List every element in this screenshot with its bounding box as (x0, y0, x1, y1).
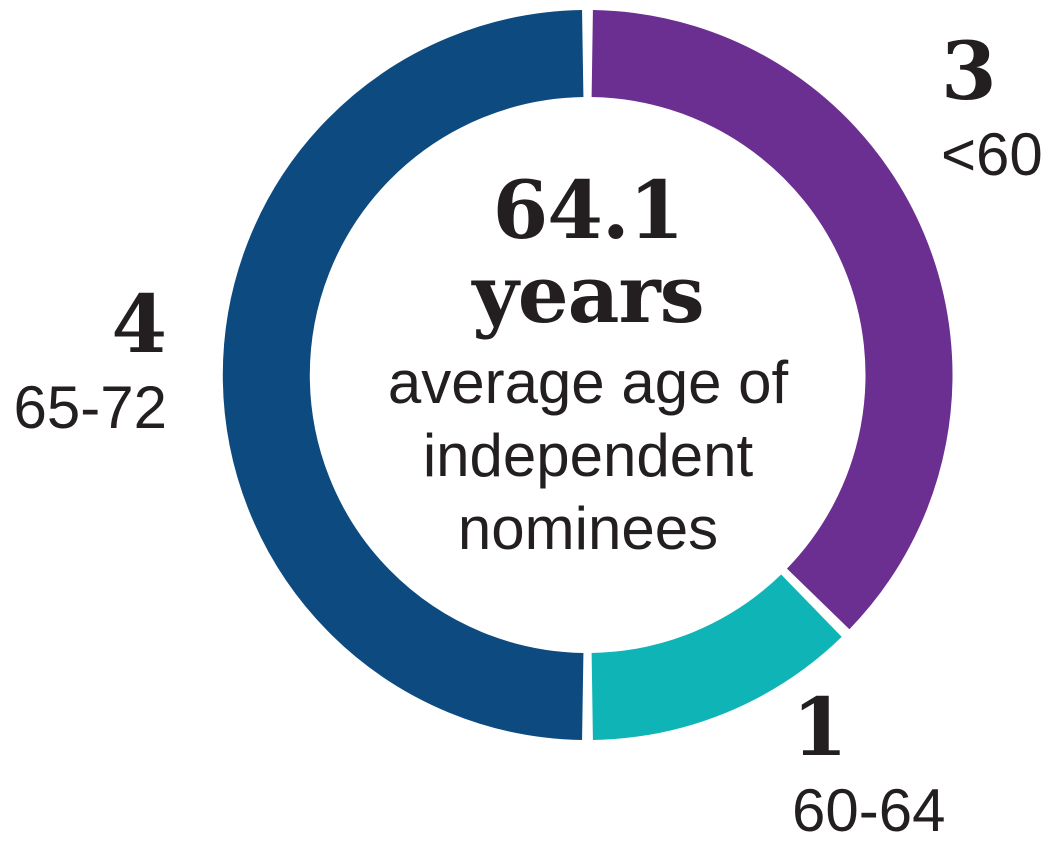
segment-label-under-60: 3 <60 (941, 30, 1043, 186)
segment-count-65-72: 4 (111, 277, 167, 371)
segment-label-65-72: 4 65-72 (14, 283, 167, 439)
caption-line-2: independent (422, 422, 754, 489)
caption-line-1: average age of (387, 349, 789, 416)
average-age-unit: years (472, 247, 704, 341)
donut-segment-1 (590, 573, 842, 740)
segment-range-65-72: 65-72 (13, 374, 167, 441)
segment-count-under-60: 3 (941, 24, 997, 118)
donut-center-text: 64.1 years average age of independent no… (388, 168, 788, 565)
donut-segment-2 (222, 10, 584, 740)
segment-label-60-64: 1 60-64 (792, 686, 945, 842)
average-age-value: 64.1 (492, 163, 685, 257)
segment-range-under-60: <60 (941, 121, 1043, 188)
donut-segment-0 (591, 10, 953, 630)
average-age-caption: average age of independent nominees (388, 346, 788, 565)
segment-count-60-64: 1 (792, 680, 848, 774)
caption-line-3: nominees (457, 495, 719, 562)
segment-range-60-64: 60-64 (792, 777, 946, 844)
